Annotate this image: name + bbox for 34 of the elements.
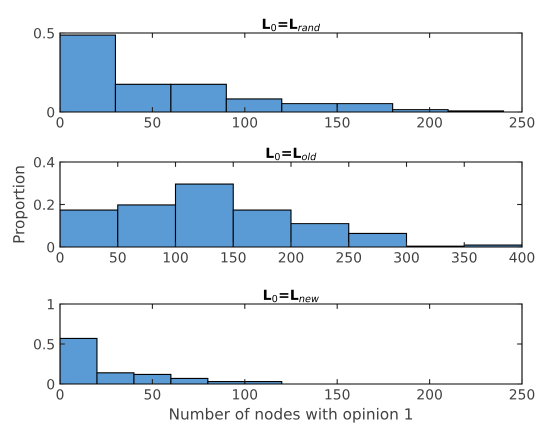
x-tick-label: 200 bbox=[417, 117, 442, 128]
x-tick-label: 150 bbox=[325, 117, 350, 128]
y-tick-label: 0.5 bbox=[34, 28, 54, 38]
y-axis-title: Proportion bbox=[12, 166, 28, 242]
x-tick-label: 300 bbox=[394, 252, 419, 263]
y-tick-label: 0 bbox=[47, 242, 54, 252]
x-tick-label: 100 bbox=[233, 117, 258, 128]
x-tick-label: 50 bbox=[144, 117, 160, 128]
x-tick-label: 0 bbox=[56, 252, 64, 263]
y-tick-label: 0 bbox=[47, 106, 54, 118]
x-tick-label: 250 bbox=[510, 117, 534, 128]
x-axis-title: Number of nodes with opinion 1 bbox=[170, 408, 412, 423]
x-tick-label: 0 bbox=[56, 117, 64, 128]
x-tick-label: 50 bbox=[144, 389, 160, 400]
x-tick-label: 0 bbox=[56, 389, 64, 400]
y-tick-label: 0.5 bbox=[34, 338, 54, 350]
chart-title: L$_{0}$=L$_{rand}$ bbox=[262, 18, 320, 32]
x-tick-label: 250 bbox=[336, 252, 362, 263]
x-tick-label: 350 bbox=[452, 252, 477, 263]
x-tick-label: 200 bbox=[278, 252, 304, 263]
x-tick-label: 100 bbox=[233, 389, 258, 400]
x-tick-label: 50 bbox=[110, 252, 126, 263]
y-tick-label: 1 bbox=[48, 299, 54, 310]
x-tick-label: 250 bbox=[510, 389, 534, 400]
x-tick-label: 150 bbox=[222, 252, 246, 263]
x-tick-label: 150 bbox=[325, 389, 350, 400]
x-tick-label: 200 bbox=[417, 389, 442, 400]
y-tick-label: 0.2 bbox=[34, 199, 54, 210]
x-tick-label: 100 bbox=[164, 252, 188, 263]
y-tick-label: 0 bbox=[47, 378, 54, 390]
chart-title: L$_{0}$=L$_{new}$ bbox=[264, 290, 319, 302]
chart-title: L$_{0}$=L$_{old}$ bbox=[266, 148, 316, 160]
y-tick-label: 0.4 bbox=[34, 156, 54, 168]
x-tick-label: 400 bbox=[509, 252, 534, 263]
